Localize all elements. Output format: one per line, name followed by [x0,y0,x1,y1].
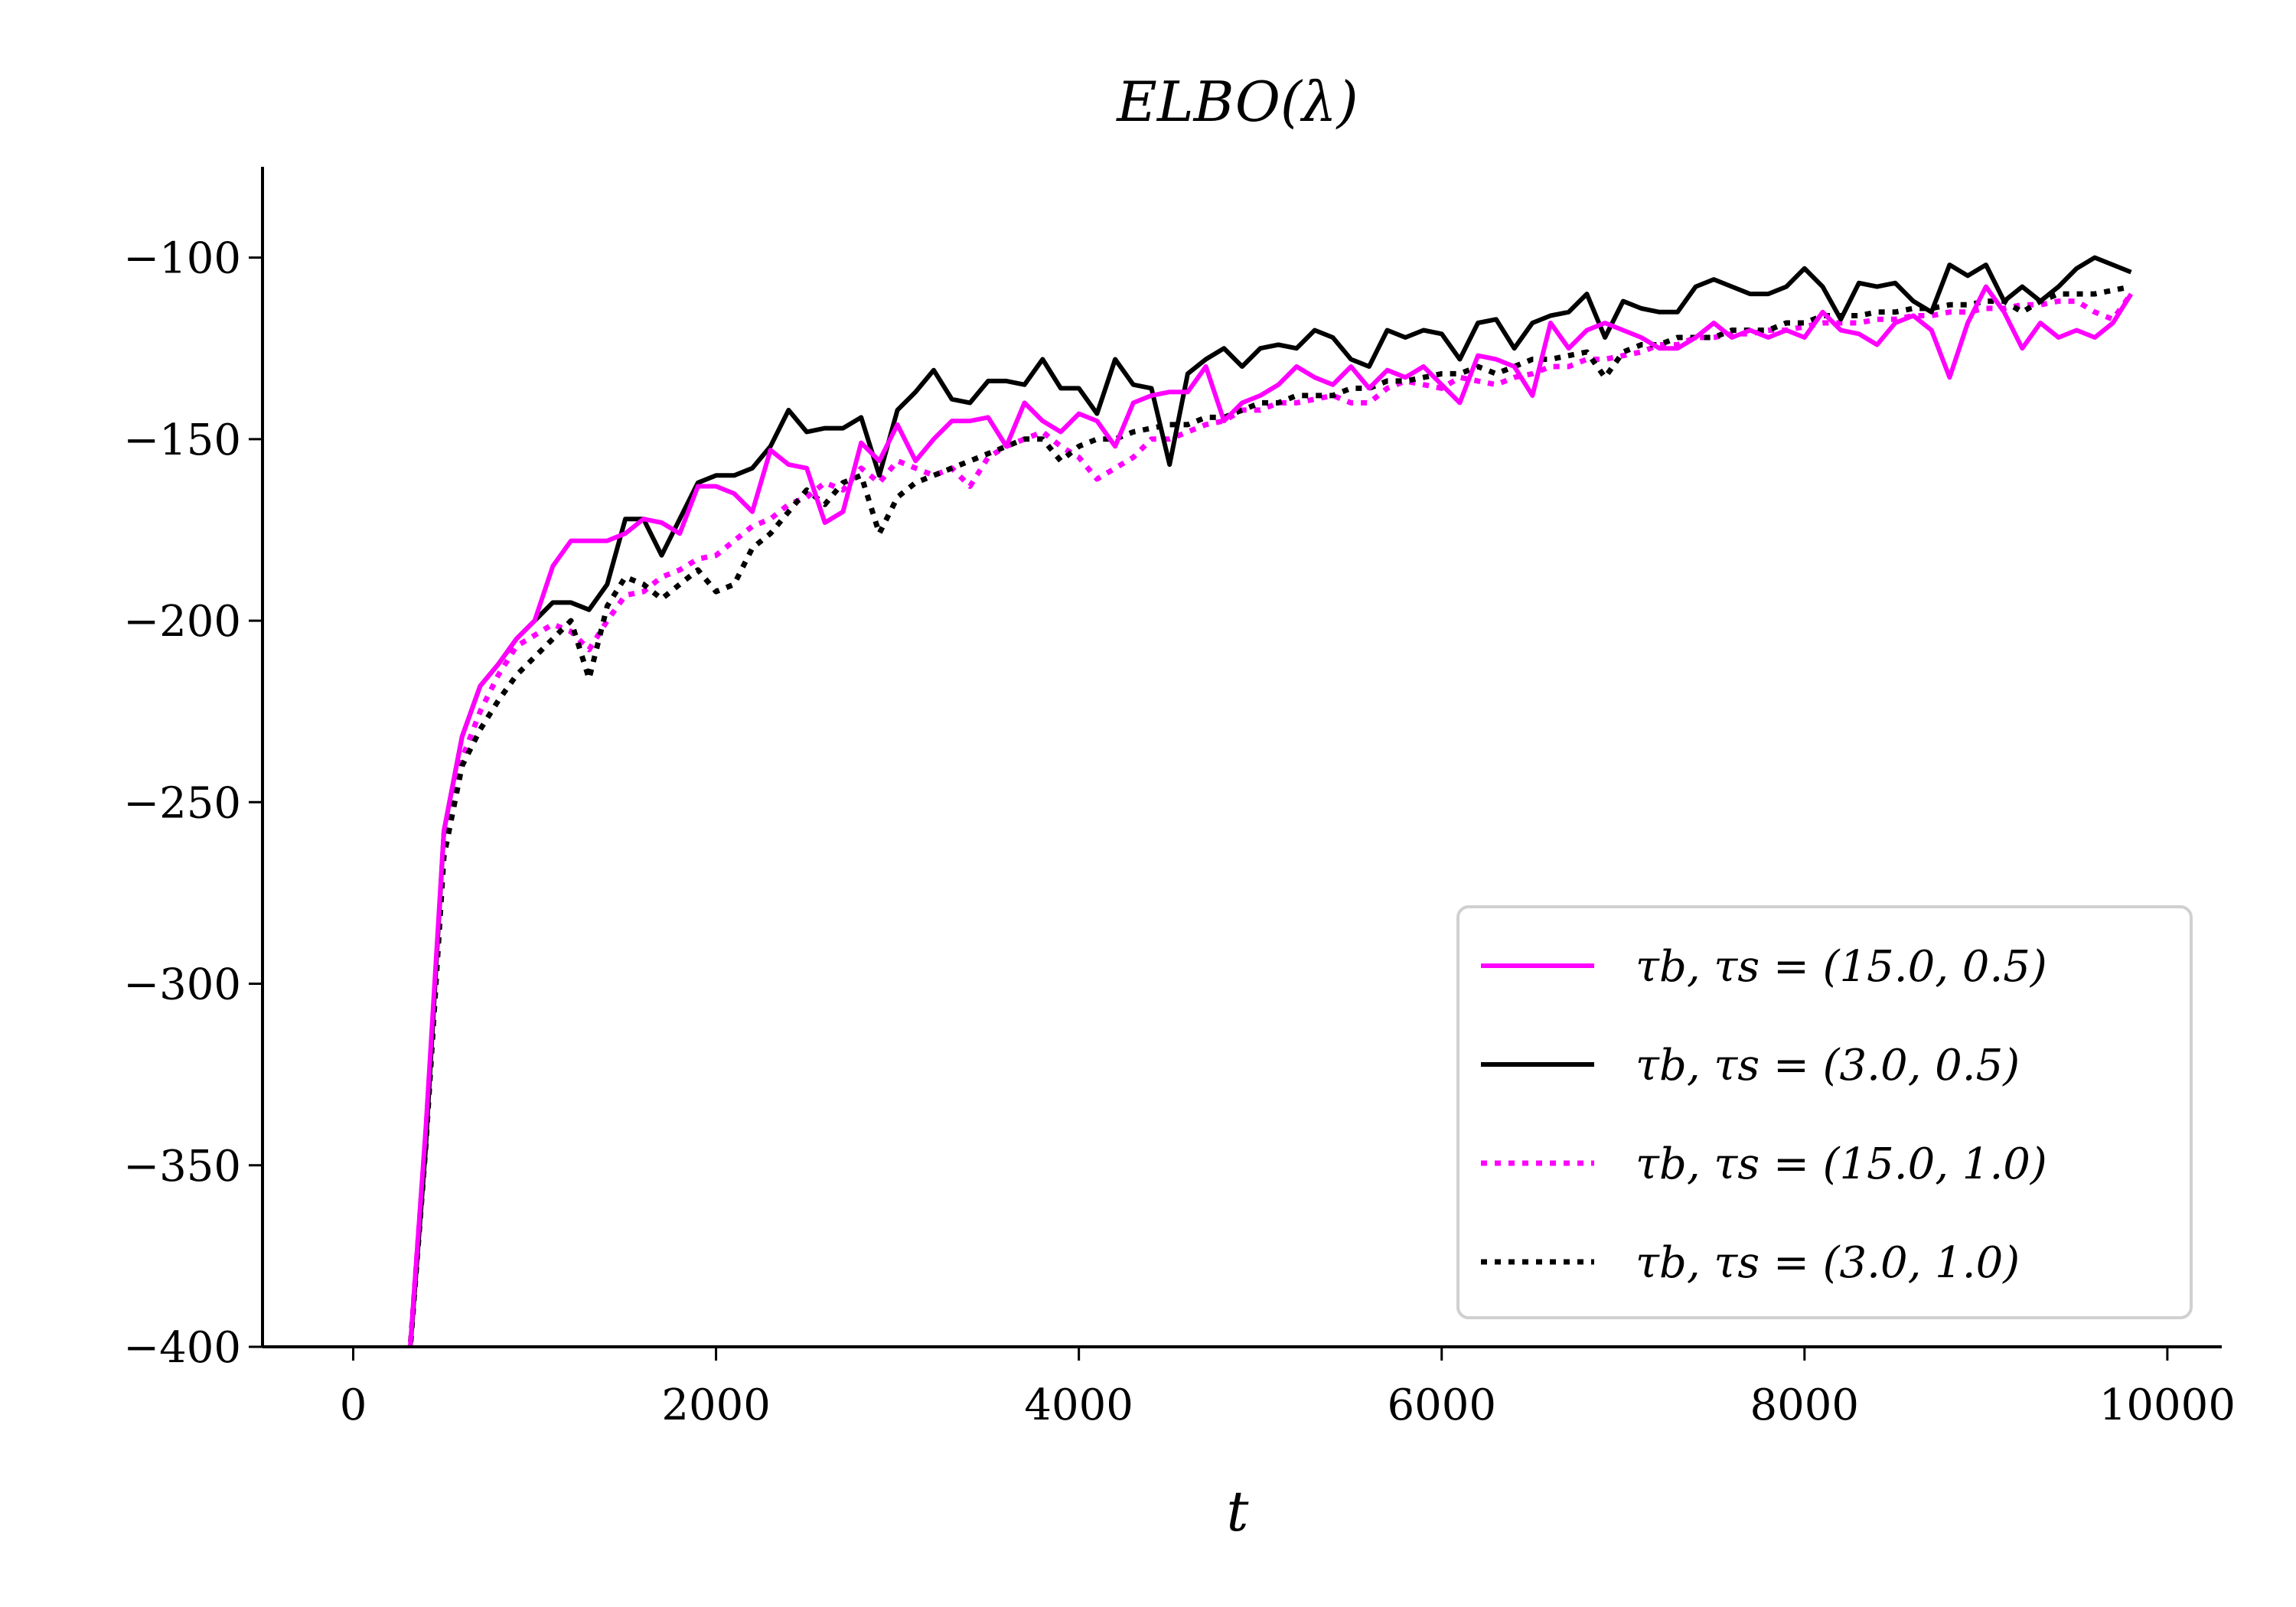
legend-label: τb, τs = (15.0, 1.0) [1636,1139,2047,1189]
legend-label: τb, τs = (3.0, 1.0) [1636,1238,2020,1288]
x-ticks: 0 2000 4000 6000 8000 10000 [340,1347,2236,1430]
y-tick-label: −150 [123,416,241,465]
axes [261,167,2222,1348]
y-tick-label: −200 [123,597,241,647]
series-line-0 [407,284,2134,1347]
plot-lines [407,255,2134,1347]
y-tick-label: −250 [123,778,241,828]
x-tick-label: 6000 [1387,1380,1496,1430]
y-tick-label: −300 [123,960,241,1010]
y-ticks: −400 −350 −300 −250 −200 −150 −100 [123,234,263,1373]
legend: τb, τs = (15.0, 0.5) τb, τs = (3.0, 0.5) τ… [1456,905,2193,1319]
y-tick-label: −350 [123,1142,241,1191]
x-tick-label: 0 [340,1380,367,1430]
series-line-2 [407,292,2134,1347]
y-tick-label: −400 [123,1323,241,1373]
x-tick-label: 10000 [2099,1380,2236,1430]
legend-label: τb, τs = (15.0, 0.5) [1636,942,2047,992]
x-tick-label: 4000 [1024,1380,1133,1430]
chart-title: ELBO(λ) [1115,70,1358,134]
x-tick-label: 2000 [661,1380,771,1430]
legend-box [1456,905,2193,1319]
x-axis-label: t [1227,1479,1250,1543]
legend-label: τb, τs = (3.0, 0.5) [1636,1041,2020,1090]
x-tick-label: 8000 [1750,1380,1860,1430]
y-tick-label: −100 [123,234,241,284]
